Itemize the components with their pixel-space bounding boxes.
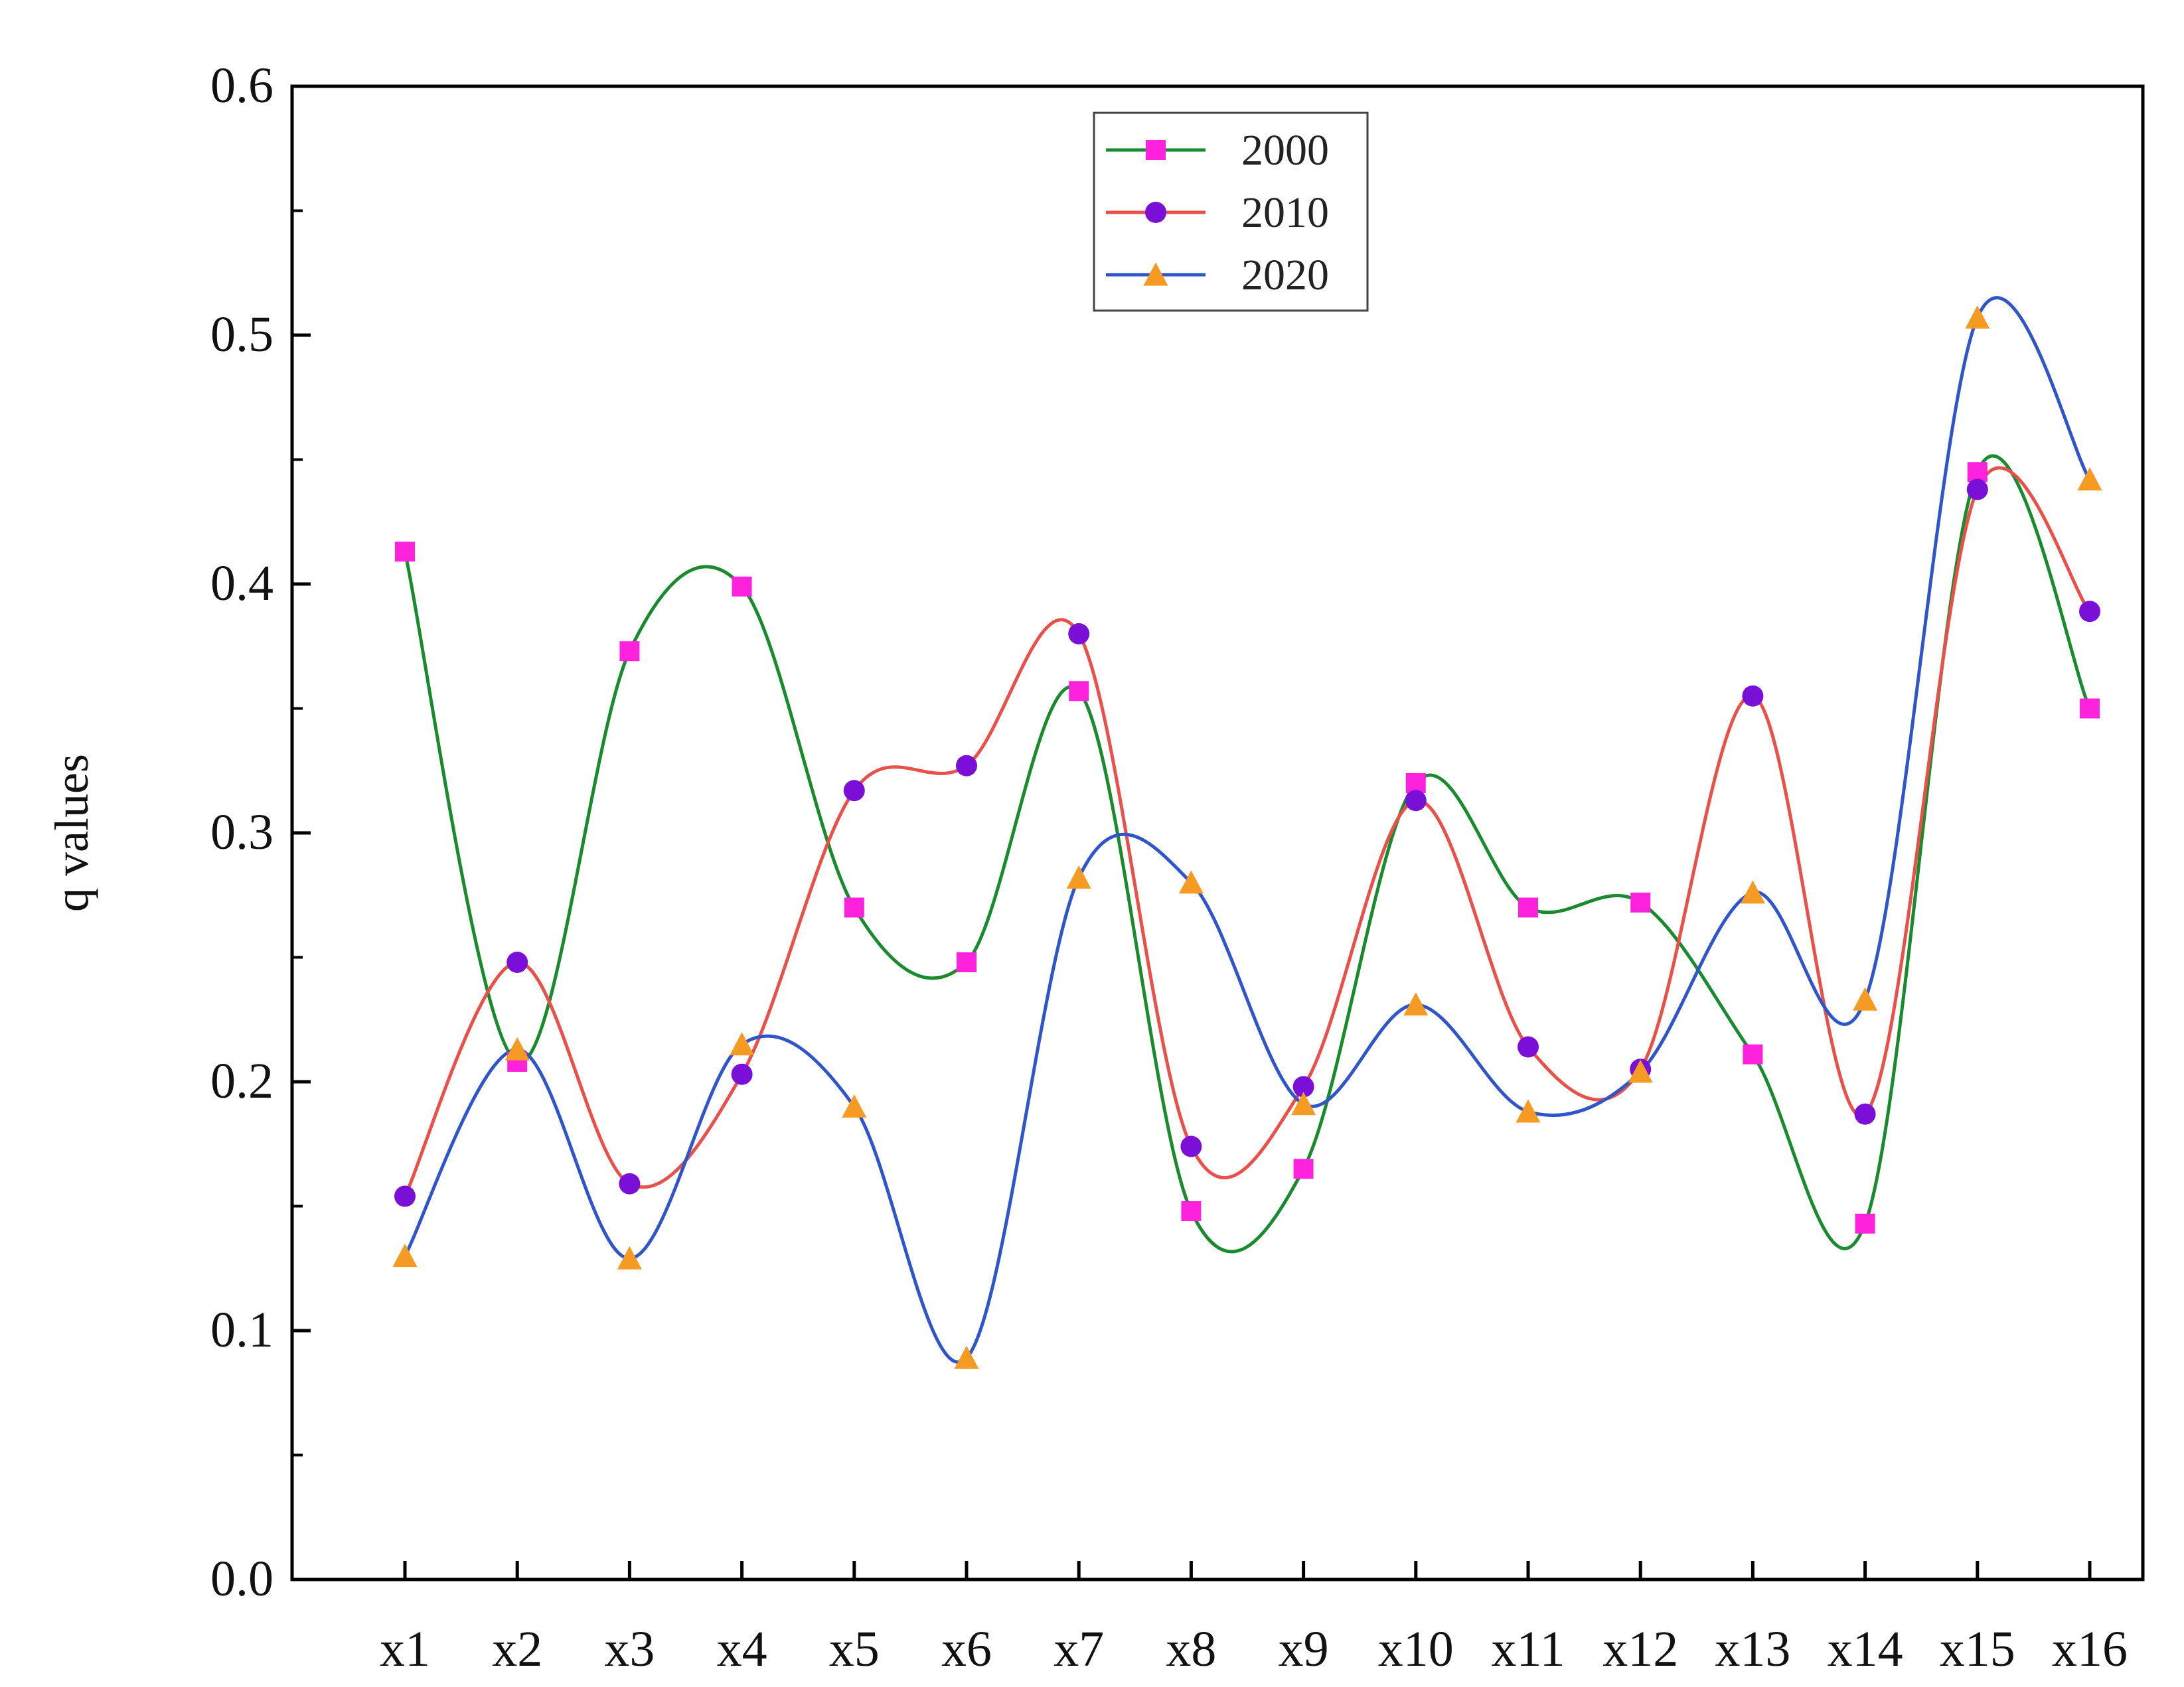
x-tick-label: x1 bbox=[380, 1621, 430, 1677]
data-point-2010 bbox=[731, 1063, 753, 1085]
legend-marker-2000 bbox=[1146, 140, 1166, 160]
data-point-2020 bbox=[954, 1345, 979, 1369]
x-tick-label: x12 bbox=[1602, 1621, 1678, 1677]
x-tick-label: x15 bbox=[1940, 1621, 2015, 1677]
data-point-2000 bbox=[1743, 1044, 1763, 1064]
data-point-2020 bbox=[617, 1246, 642, 1270]
data-point-2020 bbox=[1628, 1059, 1653, 1083]
data-point-2000 bbox=[957, 952, 976, 972]
x-tick-label: x11 bbox=[1491, 1621, 1565, 1677]
data-point-2010 bbox=[956, 755, 977, 776]
data-point-2020 bbox=[1291, 1092, 1316, 1116]
y-axis-label: q values bbox=[45, 754, 98, 912]
data-point-2020 bbox=[1853, 987, 1878, 1011]
data-point-2020 bbox=[1740, 880, 1765, 904]
x-tick-label: x4 bbox=[717, 1621, 767, 1677]
data-point-2000 bbox=[844, 897, 864, 918]
data-point-2010 bbox=[1405, 790, 1427, 812]
data-point-2010 bbox=[507, 952, 528, 973]
y-axis-ticks: 0.0 0.1 0.2 0.3 0.4 0.5 0.6 bbox=[210, 58, 311, 1607]
data-point-2000 bbox=[395, 542, 415, 562]
data-point-2010 bbox=[1068, 623, 1090, 644]
series-markers bbox=[392, 305, 2102, 1369]
data-point-2010 bbox=[843, 780, 865, 802]
data-point-2020 bbox=[1403, 992, 1429, 1016]
data-point-2020 bbox=[730, 1032, 755, 1056]
data-point-2000 bbox=[2080, 698, 2100, 719]
x-axis-ticks: x1 x2 x3 x4 x5 x6 x7 x8 x9 x10 x11 x12 x13 x14 x15 x16 bbox=[380, 1561, 2128, 1677]
data-point-2010 bbox=[2079, 601, 2100, 623]
legend-marker-2010 bbox=[1145, 202, 1166, 223]
data-point-2000 bbox=[1181, 1201, 1202, 1221]
data-point-2010 bbox=[1180, 1136, 1202, 1157]
legend-label: 2020 bbox=[1241, 251, 1329, 299]
data-point-2000 bbox=[1967, 462, 1988, 482]
y-tick-label: 0.3 bbox=[210, 804, 273, 860]
data-point-2010 bbox=[1518, 1036, 1539, 1058]
data-point-2000 bbox=[1855, 1213, 1875, 1234]
legend: 2000 2010 2020 bbox=[1093, 111, 1369, 312]
data-point-2020 bbox=[1178, 870, 1204, 894]
data-point-2010 bbox=[1854, 1103, 1876, 1125]
x-tick-label: x7 bbox=[1053, 1621, 1104, 1677]
series-line-2020 bbox=[403, 296, 2092, 1364]
y-tick-label: 0.4 bbox=[210, 555, 273, 611]
x-tick-label: x16 bbox=[2052, 1621, 2128, 1677]
data-point-2020 bbox=[2077, 467, 2102, 490]
data-point-2010 bbox=[1742, 685, 1764, 707]
data-point-2020 bbox=[842, 1094, 867, 1118]
legend-label: 2010 bbox=[1241, 188, 1329, 237]
x-tick-label: x8 bbox=[1166, 1621, 1216, 1677]
data-point-2010 bbox=[394, 1185, 416, 1207]
y-tick-label: 0.0 bbox=[210, 1551, 273, 1607]
data-point-2010 bbox=[1292, 1076, 1314, 1098]
y-tick-label: 0.5 bbox=[210, 307, 273, 362]
data-point-2020 bbox=[1066, 865, 1091, 889]
series-line-2000 bbox=[403, 454, 2092, 1254]
x-tick-label: x10 bbox=[1378, 1621, 1454, 1677]
data-point-2000 bbox=[1293, 1159, 1314, 1179]
data-point-2000 bbox=[732, 576, 752, 597]
data-point-2000 bbox=[1405, 773, 1426, 793]
data-point-2020 bbox=[1516, 1099, 1541, 1123]
y-tick-label: 0.6 bbox=[210, 58, 273, 113]
data-point-2020 bbox=[1965, 305, 1990, 329]
y-tick-label: 0.1 bbox=[210, 1302, 273, 1358]
data-point-2000 bbox=[1630, 893, 1651, 913]
x-tick-label: x14 bbox=[1828, 1621, 1903, 1677]
x-tick-label: x3 bbox=[604, 1621, 655, 1677]
data-point-2020 bbox=[392, 1244, 418, 1267]
x-tick-label: x2 bbox=[492, 1621, 542, 1677]
data-point-2000 bbox=[1518, 897, 1538, 918]
x-tick-label: x9 bbox=[1279, 1621, 1329, 1677]
series-line-2010 bbox=[403, 466, 2091, 1197]
data-point-2020 bbox=[505, 1037, 530, 1061]
x-tick-label: x13 bbox=[1715, 1621, 1790, 1677]
y-tick-label: 0.2 bbox=[210, 1053, 273, 1109]
data-point-2000 bbox=[1069, 681, 1089, 701]
data-point-2000 bbox=[619, 641, 640, 662]
data-point-2010 bbox=[1966, 478, 1988, 500]
series-lines bbox=[403, 296, 2092, 1364]
legend-label: 2000 bbox=[1241, 126, 1329, 175]
legend-marker-2020 bbox=[1143, 262, 1168, 286]
data-point-2010 bbox=[619, 1173, 641, 1195]
x-tick-label: x5 bbox=[829, 1621, 880, 1677]
x-tick-label: x6 bbox=[941, 1621, 992, 1677]
